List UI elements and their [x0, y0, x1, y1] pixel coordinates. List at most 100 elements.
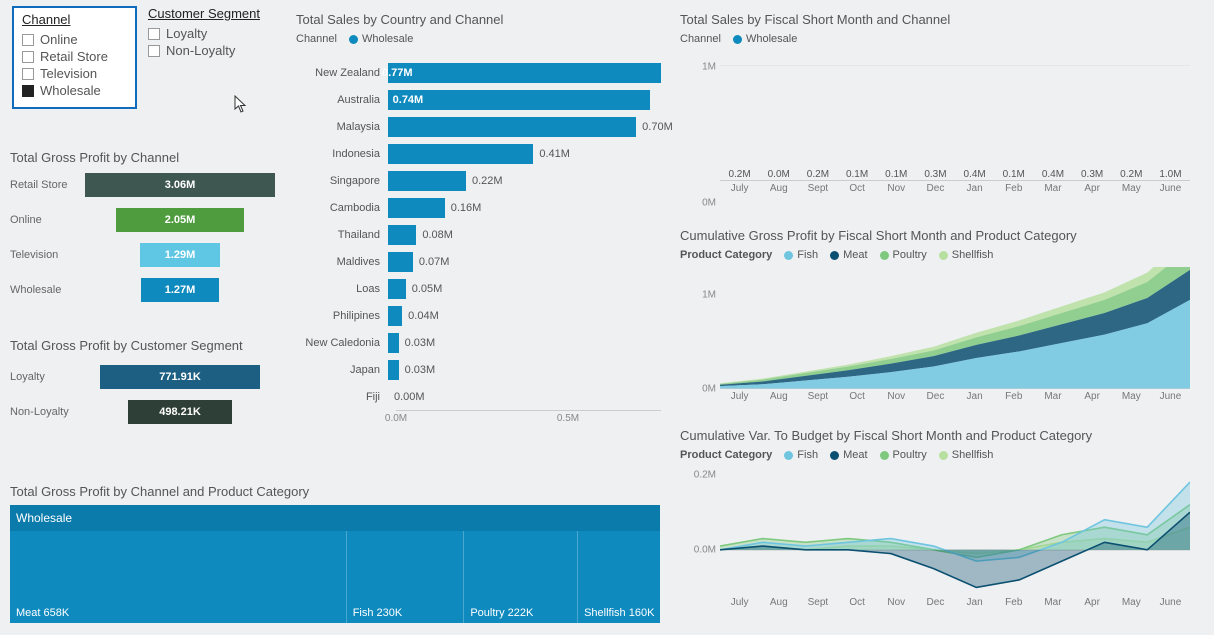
segment-option[interactable]: Loyalty: [148, 25, 288, 42]
country-value: 0.41M: [533, 144, 570, 164]
country-value: 0.03M: [399, 360, 436, 380]
country-label: Cambodia: [296, 202, 388, 214]
channel-slicer-title: Channel: [22, 12, 127, 27]
country-value: 0.77M: [382, 63, 655, 83]
bar-value-label: 0.2M: [1120, 169, 1142, 180]
checkbox-icon[interactable]: [148, 45, 160, 57]
sales-by-month-title: Total Sales by Fiscal Short Month and Ch…: [680, 12, 1200, 27]
cum-gross-profit-title: Cumulative Gross Profit by Fiscal Short …: [680, 228, 1200, 243]
profit-by-segment-title: Total Gross Profit by Customer Segment: [10, 338, 280, 353]
treemap-tile[interactable]: Meat 658K: [10, 531, 347, 623]
profit-by-channel-title: Total Gross Profit by Channel: [10, 150, 280, 165]
legend-label: Product Category: [680, 449, 772, 461]
axis-tick: 0.0M: [385, 413, 407, 424]
profit-by-segment-chart[interactable]: Total Gross Profit by Customer Segment L…: [10, 338, 280, 433]
country-label: Thailand: [296, 229, 388, 241]
channel-option[interactable]: Retail Store: [22, 48, 127, 65]
country-bar-row: New Caledonia0.03M: [296, 329, 661, 356]
treemap-tiles: Meat 658KFish 230KPoultry 222KShellfish …: [10, 531, 660, 623]
cum-var-budget-chart[interactable]: Cumulative Var. To Budget by Fiscal Shor…: [680, 428, 1200, 617]
axis-tick: Jan: [955, 597, 994, 617]
country-label: Maldives: [296, 256, 388, 268]
bar-value-label: 1.0M: [1159, 169, 1181, 180]
funnel-row: Wholesale 1.27M: [10, 276, 280, 304]
legend-series-label: Shellfish: [952, 449, 994, 461]
funnel-bar: 1.29M: [140, 243, 220, 267]
channel-slicer[interactable]: Channel Online Retail StoreTelevisionWhol…: [12, 6, 137, 109]
legend-swatch-icon: [784, 451, 793, 460]
country-bar-row: Cambodia 0.16M: [296, 194, 661, 221]
country-value: 0.16M: [445, 198, 482, 218]
country-bar: [388, 279, 406, 299]
treemap-tile[interactable]: Fish 230K: [347, 531, 465, 623]
channel-option[interactable]: Wholesale: [22, 82, 127, 99]
country-label: Fiji: [296, 391, 388, 403]
bar-value-label: 0.0M: [768, 169, 790, 180]
country-bar: [388, 252, 413, 272]
legend-swatch-icon: [880, 451, 889, 460]
bar-value-label: 0.3M: [1081, 169, 1103, 180]
axis-tick: 1M: [680, 290, 716, 301]
bar-value-label: 0.1M: [1003, 169, 1025, 180]
legend-series-label: Poultry: [893, 249, 927, 261]
axis-tick: Nov: [877, 391, 916, 411]
legend-label: Product Category: [680, 249, 772, 261]
axis-tick: Mar: [1033, 597, 1072, 617]
treemap-tile[interactable]: Poultry 222K: [464, 531, 578, 623]
profit-treemap[interactable]: Total Gross Profit by Channel and Produc…: [10, 484, 660, 623]
country-label: Australia: [296, 94, 388, 106]
profit-by-channel-chart[interactable]: Total Gross Profit by Channel Retail Sto…: [10, 150, 280, 311]
axis-tick: Feb: [994, 391, 1033, 411]
cum-gross-profit-chart[interactable]: Cumulative Gross Profit by Fiscal Short …: [680, 228, 1200, 411]
country-label: Singapore: [296, 175, 388, 187]
bar-value-label: 0.4M: [1042, 169, 1064, 180]
checkbox-icon[interactable]: [22, 85, 34, 97]
segment-option[interactable]: Non-Loyalty: [148, 42, 288, 59]
country-label: Japan: [296, 364, 388, 376]
checkbox-icon[interactable]: [22, 34, 34, 46]
axis-tick: Mar: [1033, 391, 1072, 411]
checkbox-icon[interactable]: [148, 28, 160, 40]
funnel-row: Online2.05M: [10, 206, 280, 234]
funnel-row: Television 1.29M: [10, 241, 280, 269]
country-label: Loas: [296, 283, 388, 295]
legend-series-label: Poultry: [893, 449, 927, 461]
profit-treemap-title: Total Gross Profit by Channel and Produc…: [10, 484, 660, 499]
axis-tick: 0.5M: [557, 413, 579, 424]
country-bar-row: Loas0.05M: [296, 275, 661, 302]
funnel-row-label: Loyalty: [10, 371, 80, 383]
funnel-bar: 1.27M: [141, 278, 219, 302]
mouse-cursor-icon: [234, 95, 248, 113]
axis-tick: July: [720, 597, 759, 617]
sales-by-country-chart[interactable]: Total Sales by Country and Channel Chann…: [296, 12, 661, 426]
checkbox-icon[interactable]: [22, 51, 34, 63]
legend-swatch-icon: [784, 251, 793, 260]
legend-series-label: Fish: [797, 449, 818, 461]
funnel-row: Retail Store3.06M: [10, 171, 280, 199]
country-bar-row: Singapore0.22M: [296, 167, 661, 194]
legend-swatch-icon: [830, 451, 839, 460]
funnel-row: Loyalty771.91K: [10, 363, 280, 391]
treemap-tile[interactable]: Shellfish 160K: [578, 531, 660, 623]
channel-option-label: Retail Store: [40, 49, 108, 64]
channel-option[interactable]: Television: [22, 65, 127, 82]
axis-tick: Sept: [798, 391, 837, 411]
bar-value-label: 0.1M: [885, 169, 907, 180]
sales-by-month-chart[interactable]: Total Sales by Fiscal Short Month and Ch…: [680, 12, 1200, 203]
country-bar: [388, 360, 399, 380]
axis-tick: Apr: [1073, 391, 1112, 411]
axis-tick: June: [1151, 183, 1190, 203]
country-bar-row: Australia0.74M: [296, 86, 661, 113]
channel-option[interactable]: Online: [22, 31, 127, 48]
channel-option-label: Online: [40, 32, 78, 47]
axis-tick: Apr: [1073, 183, 1112, 203]
funnel-row-label: Wholesale: [10, 284, 80, 296]
checkbox-icon[interactable]: [22, 68, 34, 80]
segment-slicer[interactable]: Customer Segment LoyaltyNon-Loyalty: [148, 6, 288, 59]
axis-tick: Aug: [759, 391, 798, 411]
country-bar: [388, 225, 416, 245]
axis-tick: Jan: [955, 183, 994, 203]
country-label: Indonesia: [296, 148, 388, 160]
cum-gross-profit-legend: Product CategoryFishMeatPoultryShellfish: [680, 249, 1200, 261]
funnel-row-label: Television: [10, 249, 80, 261]
